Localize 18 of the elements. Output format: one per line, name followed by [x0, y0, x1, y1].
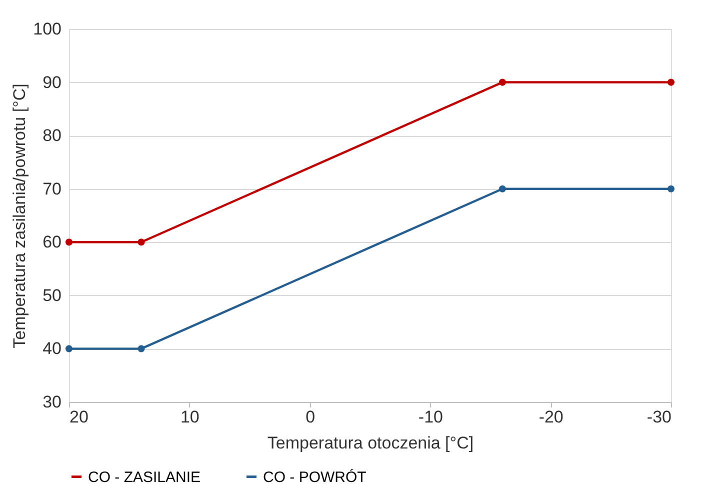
- legend-label: CO - POWRÓT: [263, 468, 366, 486]
- y-axis-title: Temperatura zasilania/powrotu [°C]: [10, 84, 30, 348]
- y-tick-label: 30: [42, 392, 62, 412]
- x-tick-label: -20: [538, 408, 564, 426]
- x-axis-title: Temperatura otoczenia [°C]: [267, 434, 474, 452]
- legend-label: CO - ZASILANIE: [88, 468, 201, 486]
- y-tick-label: 100: [33, 20, 62, 38]
- x-tick-label: 10: [180, 408, 200, 426]
- y-tick-label: 90: [42, 72, 62, 92]
- x-tick-label: -10: [418, 408, 443, 426]
- y-tick-label: 80: [42, 126, 62, 146]
- x-tick-label: 0: [306, 408, 316, 426]
- y-tick-label: 50: [42, 286, 62, 305]
- x-tick-label: 20: [70, 408, 88, 426]
- y-tick-label: 70: [42, 179, 62, 198]
- x-tick-label: -30: [646, 408, 672, 426]
- y-tick-label: 40: [42, 339, 62, 358]
- y-tick-label: 60: [42, 232, 62, 252]
